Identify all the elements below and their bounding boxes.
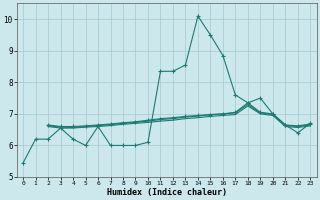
X-axis label: Humidex (Indice chaleur): Humidex (Indice chaleur) — [107, 188, 227, 197]
